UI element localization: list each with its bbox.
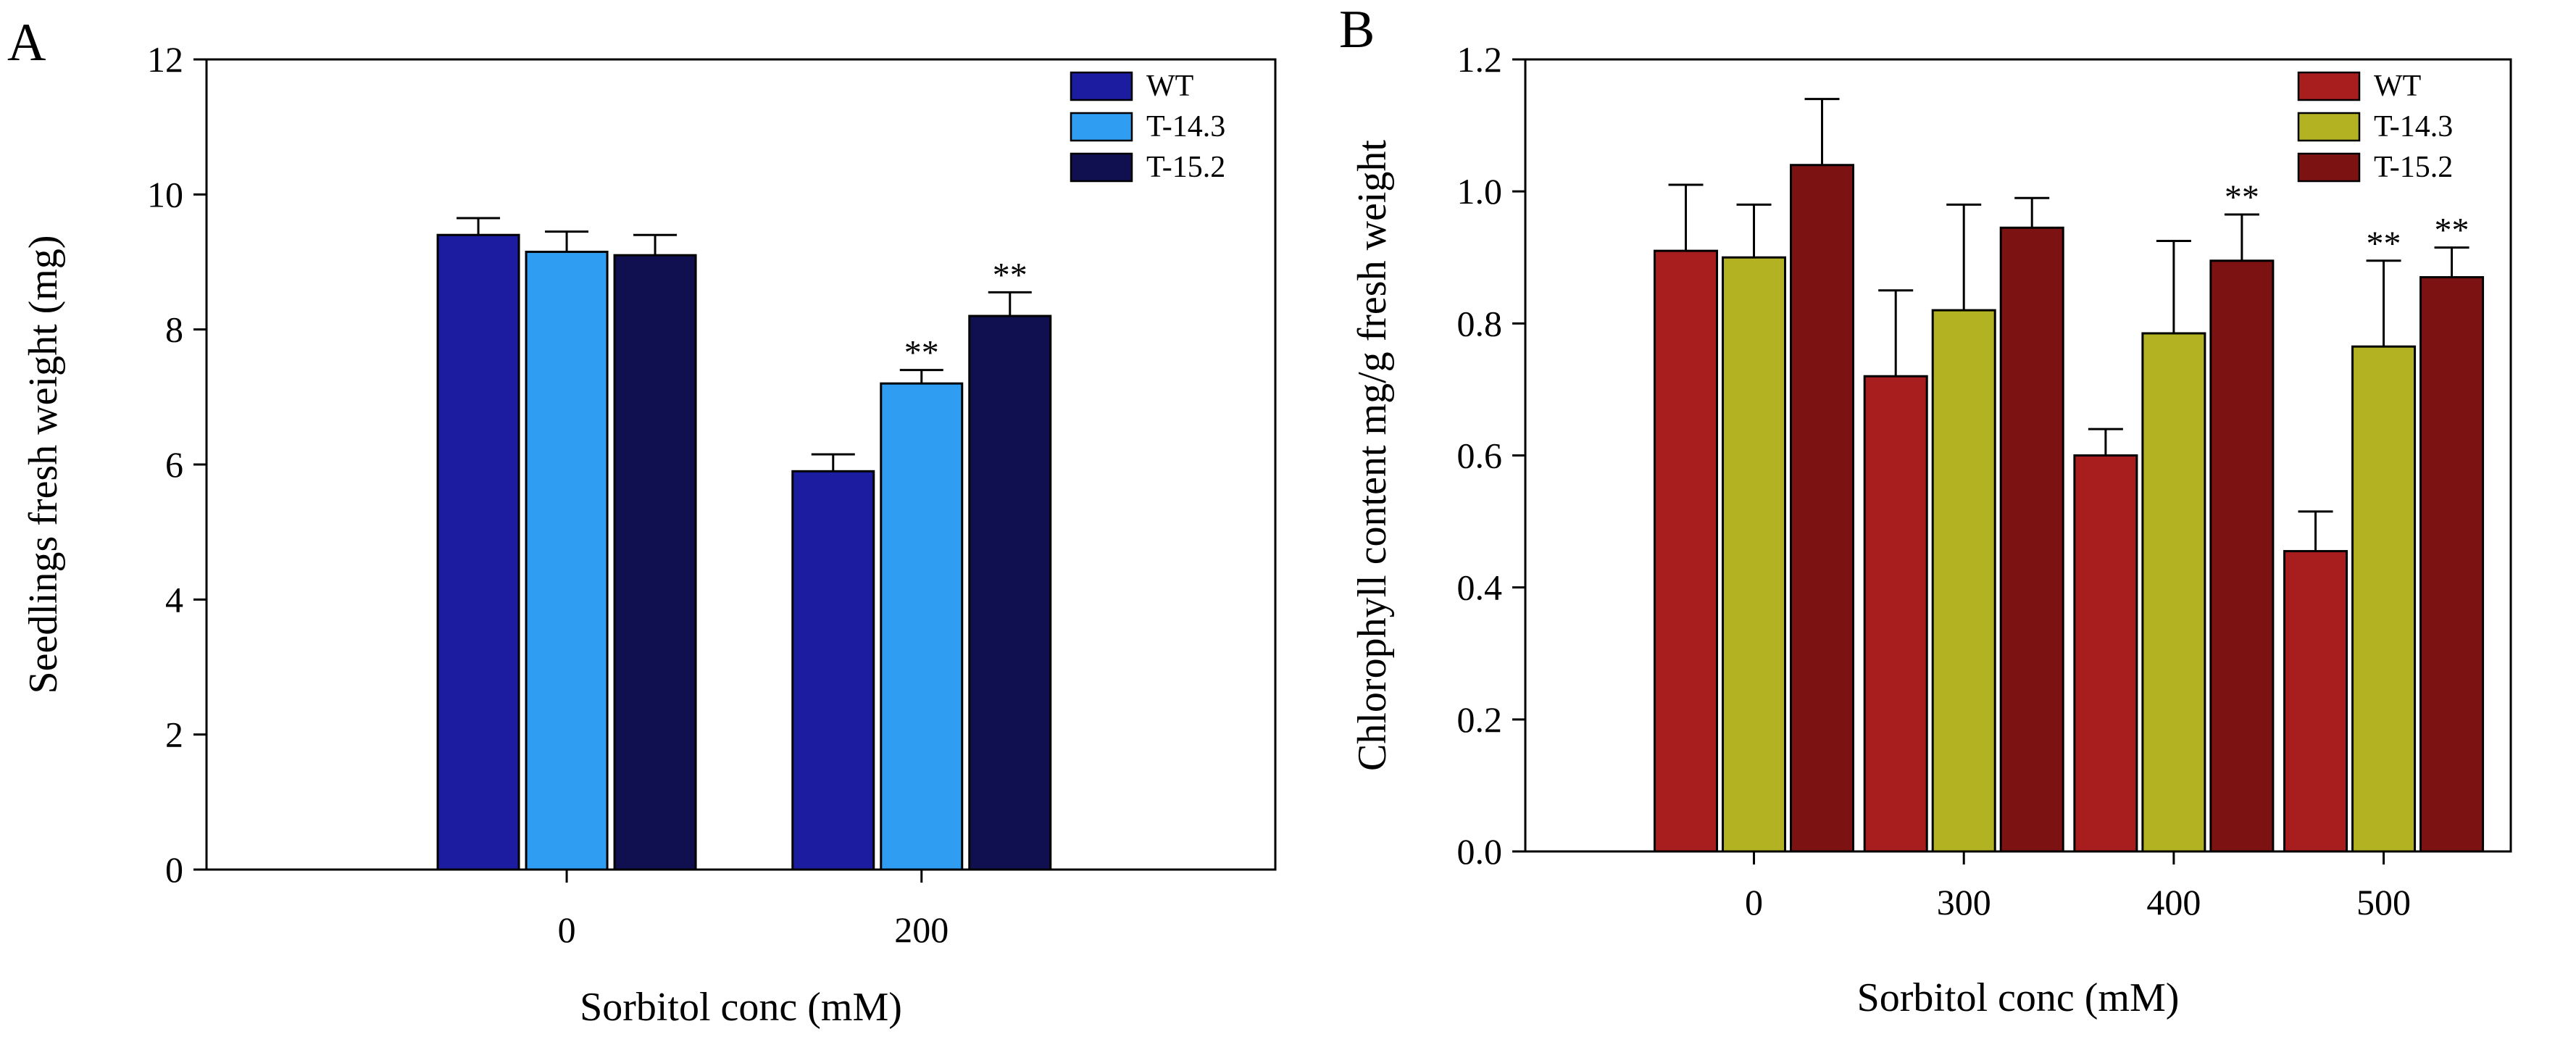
y-tick-label: 0.8 [1457, 303, 1503, 343]
significance-marker: ** [993, 256, 1028, 294]
bar-WT-500 [2283, 550, 2348, 853]
bar-T-15.2-500 [2419, 276, 2485, 853]
panel-a-label: A [7, 13, 46, 72]
bar-WT-0 [1654, 249, 1719, 853]
y-axis-title: Chlorophyll content mg/g fresh weight [1350, 140, 1395, 771]
legend-swatch-T-14.3 [2297, 112, 2361, 142]
bar-T-15.2-0 [613, 254, 697, 871]
y-tick-label: 8 [165, 309, 183, 350]
y-tick-label: 1.0 [1457, 171, 1503, 212]
significance-marker: ** [2435, 212, 2469, 250]
legend-label-T-15.2: T-15.2 [1146, 151, 1225, 184]
y-tick-label: 0.6 [1457, 436, 1503, 476]
y-axis-title: Seedlings fresh weight (mg) [21, 236, 66, 694]
legend-swatch-T-15.2 [1070, 152, 1133, 183]
legend-swatch-T-15.2 [2297, 152, 2361, 183]
y-tick-label: 2 [165, 714, 183, 755]
bar-WT-200 [791, 470, 875, 871]
bar-T-14.3-500 [2351, 345, 2417, 853]
legend-swatch-T-14.3 [1070, 112, 1133, 142]
bar-T-14.3-0 [525, 251, 609, 871]
significance-marker: ** [904, 334, 939, 372]
bar-T-15.2-200 [968, 314, 1052, 871]
y-tick-label: 4 [165, 579, 183, 620]
panel-b: B 0.0 0.2 0.4 0.6 0.8 1.0 1.2 0 300 400 ** 500 ** ** S… [1304, 0, 2576, 1050]
bar-T-15.2-0 [1790, 164, 1855, 853]
y-tick-label: 1.2 [1457, 39, 1503, 80]
y-tick-label: 0.2 [1457, 699, 1503, 740]
legend-swatch-WT [1070, 71, 1133, 101]
legend-label-T-14.3: T-14.3 [1146, 110, 1225, 143]
legend-swatch-WT [2297, 71, 2361, 101]
y-tick-label: 6 [165, 444, 183, 485]
panel-b-bar-chart: 0.0 0.2 0.4 0.6 0.8 1.0 1.2 0 300 400 ** 500 ** ** Sor… [1350, 39, 2512, 1020]
y-tick-label: 12 [147, 39, 183, 80]
x-category-label: 0 [1745, 882, 1763, 922]
panel-a-bar-chart: 0 2 4 6 8 10 12 0 200 ** ** Sorbitol conc (mM) Seedl… [21, 39, 1277, 1030]
bar-T-14.3-300 [1931, 309, 1996, 853]
panel-b-label: B [1339, 0, 1375, 59]
legend-label-T-15.2: T-15.2 [2374, 151, 2453, 184]
panel-a: A 0 2 4 6 8 10 12 0 200 ** ** Sorbitol conc (mM) See… [7, 13, 1277, 1030]
bar-T-14.3-200 [880, 382, 964, 871]
legend-label-WT: WT [2374, 70, 2421, 103]
bar-WT-400 [2073, 454, 2138, 853]
bar-T-15.2-300 [1999, 226, 2064, 853]
bar-WT-0 [436, 233, 520, 871]
y-tick-label: 10 [147, 174, 183, 214]
significance-marker: ** [2225, 178, 2259, 217]
legend-label-WT: WT [1146, 70, 1193, 103]
bar-T-14.3-400 [2141, 332, 2206, 853]
x-category-label: 200 [894, 909, 949, 950]
x-category-label: 300 [1937, 882, 1991, 922]
x-axis-title: Sorbitol conc (mM) [1857, 975, 2180, 1020]
legend-label-T-14.3: T-14.3 [2374, 110, 2453, 143]
significance-marker: ** [2367, 225, 2401, 263]
x-category-label: 400 [2146, 882, 2201, 922]
y-tick-label: 0.0 [1457, 831, 1503, 872]
bar-T-15.2-400 [2209, 259, 2275, 853]
y-tick-label: 0.4 [1457, 567, 1503, 608]
x-category-label: 500 [2356, 882, 2411, 922]
x-category-label: 0 [558, 909, 576, 950]
bar-T-14.3-0 [1722, 256, 1787, 853]
x-axis-title: Sorbitol conc (mM) [580, 985, 902, 1030]
y-tick-label: 0 [165, 849, 183, 890]
bar-WT-300 [1863, 375, 1928, 853]
